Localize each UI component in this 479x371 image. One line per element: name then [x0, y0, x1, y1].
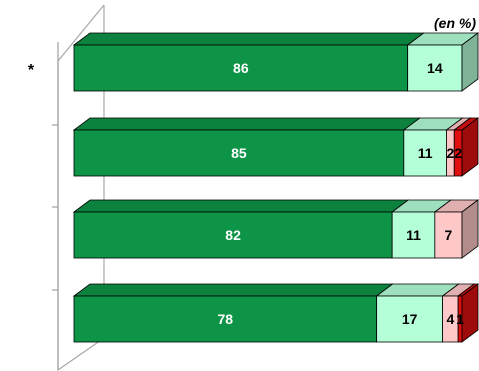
bar-row: 78 17 4 1 — [72, 283, 479, 343]
data-label: 17 — [402, 311, 418, 327]
bar-row: 82 11 7 — [72, 199, 479, 259]
bar-segment: 11 — [402, 117, 464, 177]
data-label: 82 — [225, 227, 241, 243]
data-label: 1 — [456, 311, 464, 327]
bar-row: * 86 14 — [28, 32, 479, 92]
data-label: 2 — [454, 145, 462, 161]
data-label: 78 — [218, 311, 234, 327]
data-label: 86 — [233, 60, 249, 76]
bar-front-face — [73, 44, 409, 92]
bar-segment: 78 — [72, 283, 394, 343]
bar-side-face — [461, 32, 479, 92]
data-label: 11 — [418, 145, 433, 161]
bar-front-face — [407, 44, 463, 92]
bar-segment: 4 — [441, 283, 476, 343]
data-label: 85 — [231, 145, 247, 161]
bar-segment: 7 — [433, 199, 479, 259]
unit-label: (en %) — [434, 15, 476, 31]
bar-top-face — [72, 117, 421, 131]
bar-segment: 14 — [406, 32, 479, 92]
bar-segment: 1 — [456, 283, 479, 343]
bar-side-face — [461, 117, 479, 177]
bar-segment: 11 — [390, 199, 453, 259]
bar-segment: 86 — [72, 32, 425, 92]
data-label: 4 — [446, 311, 454, 327]
bar-segment: 82 — [72, 199, 410, 259]
bar-front-face — [391, 211, 436, 259]
bar-side-face — [461, 283, 479, 343]
bars-layer: * 86 14 85 11 2 2 82 11 7 78 17 4 1 — [28, 32, 479, 343]
data-label: 14 — [427, 60, 443, 76]
bar-top-face — [72, 283, 394, 297]
bar-segment: 17 — [375, 283, 460, 343]
row-marker: * — [28, 62, 35, 79]
bar-row: 85 11 2 2 — [72, 117, 479, 177]
bar-segment: 2 — [453, 117, 479, 177]
bar-top-face — [72, 199, 410, 213]
bar-front-face — [73, 211, 393, 259]
bar-front-face — [73, 129, 405, 177]
bar-front-face — [403, 129, 447, 177]
bar-front-face — [434, 211, 463, 259]
data-label: 7 — [445, 227, 453, 243]
data-label: 11 — [406, 227, 421, 243]
bar-segment: 85 — [72, 117, 421, 177]
bar-side-face — [461, 199, 479, 259]
data-label: 2 — [446, 145, 454, 161]
bar-front-face — [376, 295, 444, 343]
bar-top-face — [72, 32, 425, 46]
